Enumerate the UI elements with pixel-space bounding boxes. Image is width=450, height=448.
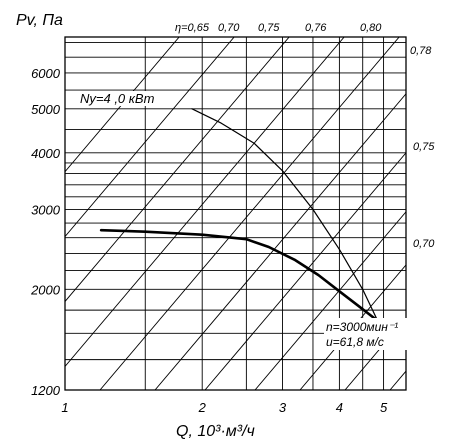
efficiency-line: [65, 37, 235, 238]
efficiency-line: [154, 93, 406, 390]
x-tick-labels: 1 2 3 4 5: [61, 400, 388, 415]
y-tick-label: 3000: [31, 202, 61, 217]
speed-label-bg: [324, 318, 410, 350]
x-tick-label: 4: [336, 400, 343, 415]
eta-label-top-4: 0,76: [305, 22, 327, 34]
eta-label-top-2: 0,70: [218, 22, 240, 34]
y-tick-labels: 1200 2000 3000 4000 5000 6000: [30, 66, 61, 398]
efficiency-line: [435, 36, 450, 390]
y-axis-label: Pv, Па: [16, 12, 63, 29]
x-tick-label: 5: [380, 400, 388, 415]
eta-label-right-3: 0,70: [413, 238, 435, 250]
power-label: Ny=4 ,0 кВт: [80, 91, 155, 106]
y-tick-label: 5000: [31, 102, 61, 117]
y-tick-label: 6000: [31, 66, 61, 81]
efficiency-line: [254, 211, 406, 390]
y-tick-label: 2000: [30, 282, 61, 297]
power-label-bg: [78, 91, 162, 106]
power-curve: [191, 108, 385, 334]
velocity-label: u=61,8 м/с: [326, 335, 384, 349]
efficiency-line: [99, 37, 400, 390]
efficiency-line: [65, 37, 345, 368]
speed-label: n=3000мин⁻¹: [326, 320, 398, 334]
eta-label-top-3: 0,75: [258, 22, 280, 34]
eta-label-top-1: η=0,65: [175, 22, 210, 34]
eta-label-top-5: 0,80: [360, 22, 382, 34]
x-axis-label: Q, 10³·м³/ч: [176, 423, 255, 440]
eta-label-right-2: 0,75: [413, 141, 435, 153]
curves: [99, 108, 385, 334]
efficiency-line: [65, 37, 290, 303]
x-tick-label: 1: [61, 400, 68, 415]
plot-frame: [64, 36, 407, 391]
efficiency-line: [204, 152, 406, 390]
x-tick-label: 2: [198, 400, 207, 415]
y-tick-label: 4000: [31, 146, 61, 161]
x-tick-label: 3: [279, 400, 287, 415]
eta-label-right-1: 0,78: [410, 45, 432, 57]
pressure-curve: [99, 228, 385, 333]
y-tick-label: 1200: [31, 383, 61, 398]
